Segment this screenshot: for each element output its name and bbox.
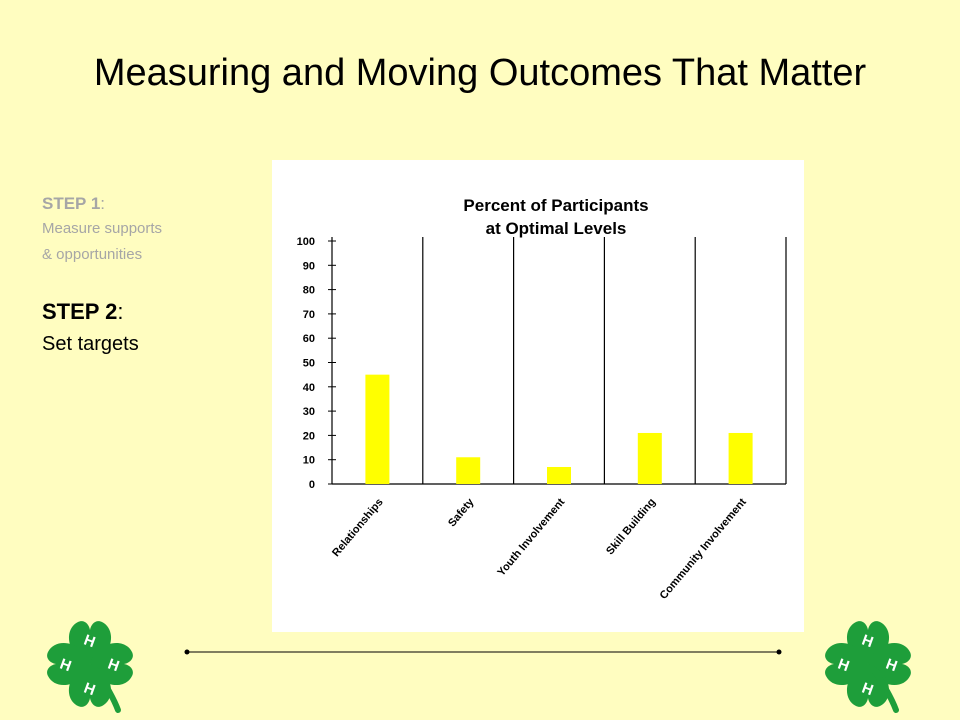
y-tick-label: 80 [303,285,315,297]
step-1: STEP 1: Measure supports & opportunities [42,193,162,269]
y-tick-label: 10 [303,455,315,467]
y-tick-label: 50 [303,358,315,370]
y-tick-label: 60 [303,333,315,345]
x-tick-label: Relationships [330,496,386,559]
step-1-line-1: Measure supports [42,220,163,237]
step-2-separator: : [117,299,124,324]
y-tick-label: 70 [303,309,315,321]
step-1-line-2: & opportunities [42,246,143,263]
bar-skill-building [637,432,662,484]
y-tick-label: 90 [303,260,315,272]
step-2: STEP 2: Set targets [42,297,139,359]
y-tick-label: 100 [297,236,315,248]
clover-leaf: H [47,643,90,685]
step-1-label: STEP 1 [42,194,101,213]
clover-leaf-shape [825,643,868,685]
bar-community-involvement [728,432,753,484]
clover-stem [871,667,899,713]
step-2-line: Set targets [42,333,139,355]
x-tick-label: Youth Involvement [495,496,567,579]
clover-stem [93,667,121,713]
bar-chart: Percent of Participants at Optimal Levels… [297,196,787,602]
page-title: Measuring and Moving Outcomes That Matte… [93,52,867,94]
clover-leaf: H [825,643,868,685]
x-tick-label: Community Involvement [658,496,750,602]
bar-safety [456,457,481,484]
y-tick-label: 20 [303,430,315,442]
y-tick-label: 40 [303,382,315,394]
bar-relationships [365,374,390,484]
x-tick-label: Skill Building [604,496,658,557]
step-2-label: STEP 2 [42,299,118,324]
step-1-heading: STEP 1: [42,193,162,215]
chart-title-line: Percent of Participants [463,196,648,215]
clover-leaf-shape [47,643,90,685]
chart-title-line: at Optimal Levels [486,219,627,238]
x-tick-label: Safety [446,496,477,530]
step-1-separator: : [100,194,106,213]
bar-youth-involvement [547,466,571,484]
y-tick-label: 0 [309,479,315,491]
step-2-heading: STEP 2: [42,297,139,327]
chart-panel: Percent of Participants at Optimal Levels… [272,160,804,632]
y-tick-label: 30 [303,406,315,418]
